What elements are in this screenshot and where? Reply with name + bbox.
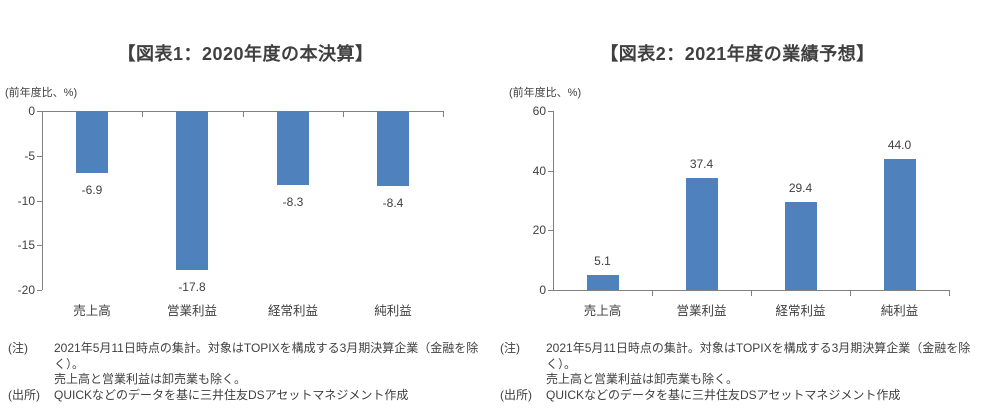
note-text: 2021年5月11日時点の集計。対象はTOPIXを構成する3月期決算企業（金融を… (54, 341, 489, 388)
source-text: QUICKなどのデータを基に三井住友DSアセットマネジメント作成 (546, 387, 901, 402)
note-line-1: 2021年5月11日時点の集計。対象はTOPIXを構成する3月期決算企業（金融を… (546, 341, 971, 371)
y-axis-tick (37, 111, 42, 112)
category-label: 純利益 (374, 304, 412, 318)
category-axis-tick (142, 111, 143, 117)
bar-売上高 (587, 275, 619, 290)
source-row: (出所) QUICKなどのデータを基に三井住友DSアセットマネジメント作成 (8, 388, 489, 404)
y-axis-tick-label: 40 (532, 164, 546, 178)
y-axis-unit-label: (前年度比、%) (509, 87, 582, 99)
category-label: 純利益 (880, 304, 919, 318)
note-line-1: 2021年5月11日時点の集計。対象はTOPIXを構成する3月期決算企業（金融を… (54, 341, 479, 371)
source-label: (出所) (8, 387, 40, 402)
y-axis-tick-label: -10 (17, 194, 35, 208)
y-axis-tick-label: 20 (532, 223, 546, 237)
category-label: 売上高 (583, 304, 622, 318)
note-label: (注) (500, 341, 520, 355)
y-axis-unit-label: (前年度比、%) (5, 87, 78, 99)
bar-営業利益 (176, 111, 208, 270)
plot-area: 0 -5 -10 -15 -20 -6.9 売上高 -17.8 営業利益 -8.3 経常利益 -8.4… (18, 104, 444, 318)
y-axis-tick (548, 111, 553, 112)
chart-notes: (注) 2021年5月11日時点の集計。対象はTOPIXを構成する3月期決算企業… (500, 341, 981, 403)
y-axis-tick-label: -20 (17, 283, 35, 297)
chart-panel-fy2020-results: 【図表1：2020年度の本決算】 (前年度比、%) 0 -5 -10 -15 -20 -6… (0, 0, 491, 408)
category-label: 経常利益 (775, 304, 826, 318)
category-axis-line (42, 111, 443, 112)
y-axis-tick (548, 230, 553, 231)
y-axis-tick-label: -5 (24, 149, 35, 163)
y-axis-tick-label: 0 (539, 283, 546, 297)
category-axis-tick (443, 111, 444, 117)
bar-売上高 (76, 111, 108, 173)
y-axis-tick-label: 60 (532, 104, 546, 118)
bar-純利益 (884, 159, 916, 290)
bar-営業利益 (686, 178, 718, 290)
y-axis-tick-label: -15 (17, 238, 35, 252)
bar-value-label: 29.4 (788, 181, 813, 195)
y-axis-line (553, 111, 554, 290)
source-row: (出所) QUICKなどのデータを基に三井住友DSアセットマネジメント作成 (500, 388, 981, 404)
note-row: (注) 2021年5月11日時点の集計。対象はTOPIXを構成する3月期決算企業… (8, 341, 489, 388)
note-text: 2021年5月11日時点の集計。対象はTOPIXを構成する3月期決算企業（金融を… (546, 341, 981, 388)
bar-value-label: -17.8 (178, 280, 206, 294)
y-axis-tick-label: 0 (28, 104, 35, 118)
y-axis-tick (548, 290, 553, 291)
bar-経常利益 (277, 111, 309, 185)
chart-title: 【図表1：2020年度の本決算】 (117, 44, 374, 64)
category-axis-tick (243, 111, 244, 117)
note-row: (注) 2021年5月11日時点の集計。対象はTOPIXを構成する3月期決算企業… (500, 341, 981, 388)
chart-notes: (注) 2021年5月11日時点の集計。対象はTOPIXを構成する3月期決算企業… (8, 341, 489, 403)
note-label: (注) (8, 341, 28, 355)
category-label: 営業利益 (166, 304, 217, 318)
category-label: 経常利益 (267, 304, 318, 318)
note-line-2: 売上高と営業利益は卸売業も除く。 (546, 372, 739, 386)
bar-value-label: -8.4 (382, 196, 404, 210)
bar-value-label: 5.1 (594, 254, 611, 268)
category-axis-tick (850, 290, 851, 296)
bar-value-label: -8.3 (282, 195, 304, 209)
note-line-2: 売上高と営業利益は卸売業も除く。 (54, 372, 247, 386)
category-axis-tick (949, 290, 950, 296)
category-axis-tick (751, 290, 752, 296)
chart-panel-fy2021-forecast: 【図表2：2021年度の業績予想】 (前年度比、%) 0 20 40 60 5.1 売上高… (492, 0, 983, 408)
category-label: 営業利益 (676, 304, 727, 318)
source-text: QUICKなどのデータを基に三井住友DSアセットマネジメント作成 (54, 387, 409, 402)
bar-経常利益 (785, 202, 817, 290)
y-axis-tick (37, 156, 42, 157)
bar-value-label: 37.4 (689, 157, 714, 171)
bar-value-label: 44.0 (887, 138, 912, 152)
y-axis-tick (37, 201, 42, 202)
source-label: (出所) (500, 387, 532, 402)
category-axis-tick (343, 111, 344, 117)
y-axis-tick (548, 171, 553, 172)
chart-title: 【図表2：2021年度の業績予想】 (600, 44, 875, 64)
category-axis-tick (652, 290, 653, 296)
category-label: 売上高 (73, 304, 111, 318)
bar-value-label: -6.9 (81, 183, 103, 197)
y-axis-tick (37, 290, 42, 291)
y-axis-tick (37, 245, 42, 246)
bar-純利益 (377, 111, 409, 186)
plot-area: 0 20 40 60 5.1 売上高 37.4 営業利益 29.4 経常利益 44.0 純利益 (533, 104, 950, 318)
y-axis-line (42, 111, 43, 290)
